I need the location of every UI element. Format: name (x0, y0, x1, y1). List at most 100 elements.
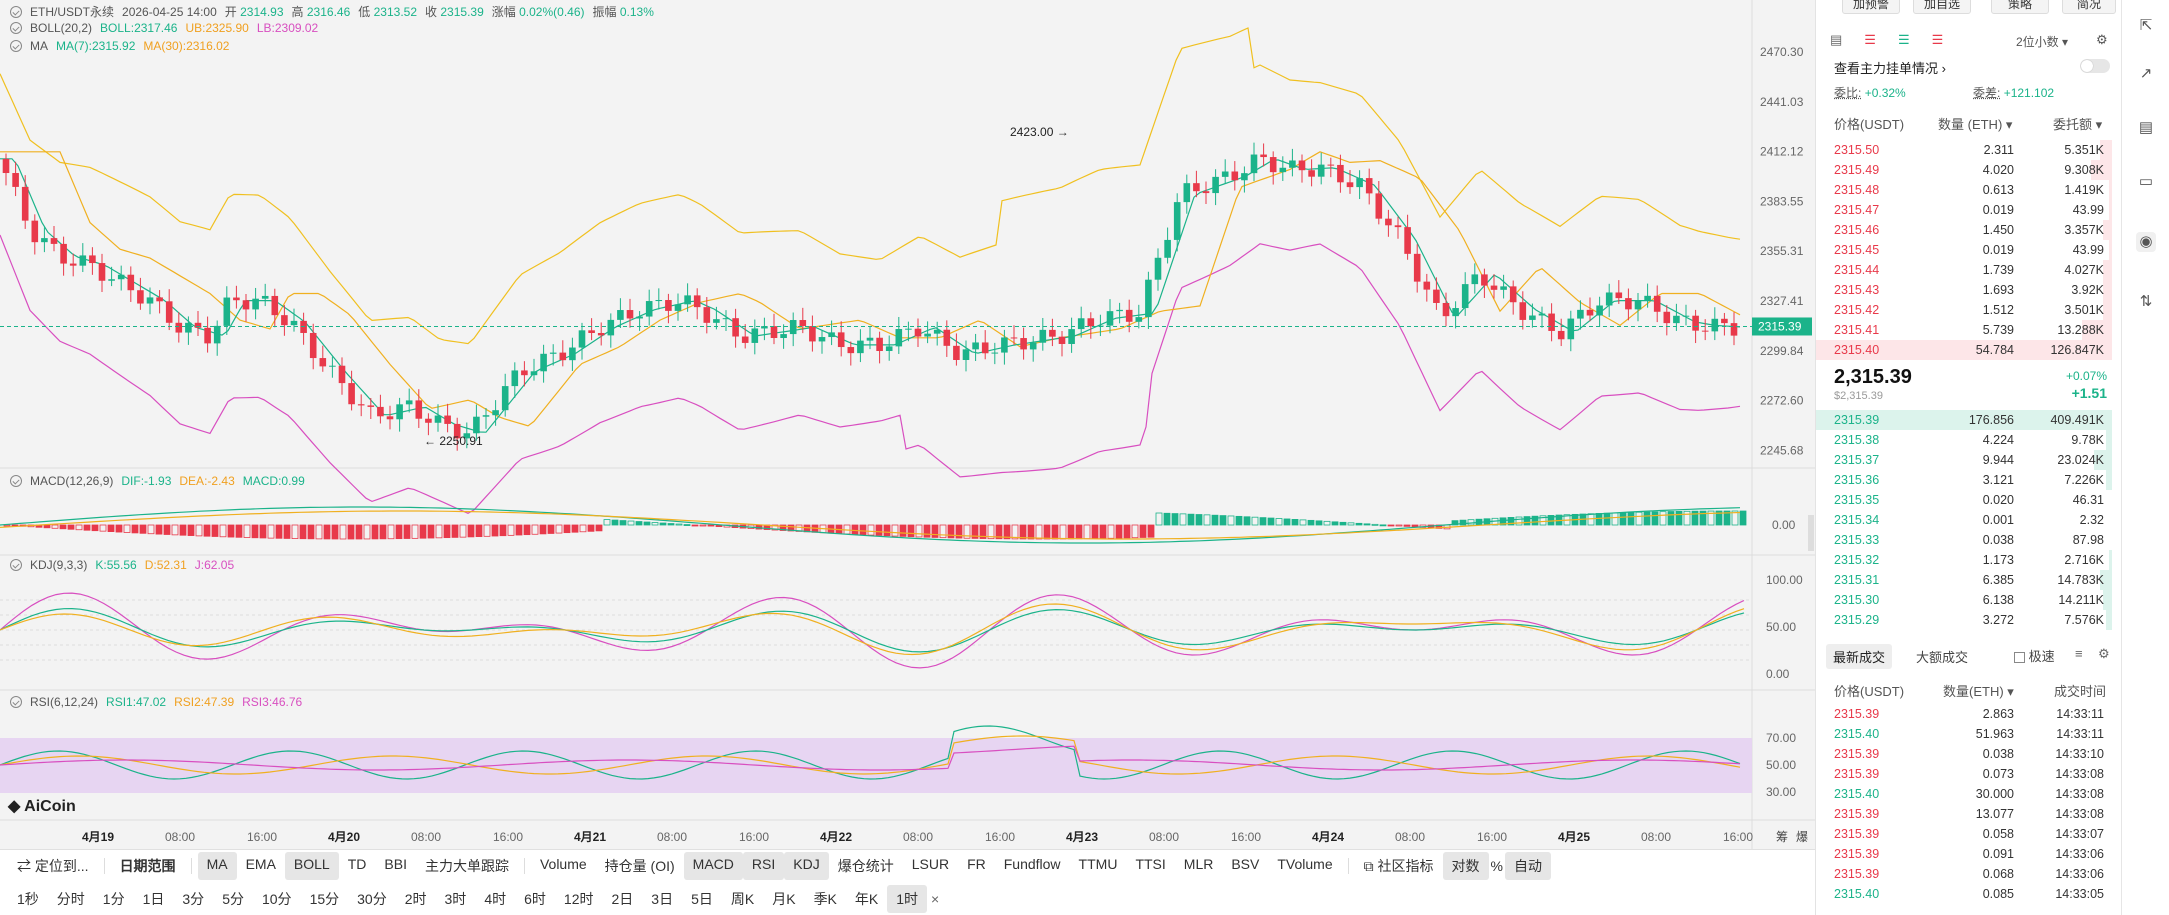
kline-chart-canvas[interactable]: 2470.30 2441.03 2412.12 2383.55 2355.31 2327.… (0, 0, 1815, 849)
kdj-legend[interactable]: KDJ(9,3,3) K:55.56 D:52.31 J:62.05 (10, 558, 234, 572)
close-interval-icon[interactable]: × (931, 890, 940, 907)
indicator-3[interactable]: TD (347, 856, 367, 872)
indicator-5[interactable]: 主力大单跟踪 (424, 858, 509, 874)
ask-row[interactable]: 2315.46 1.450 3.357K (1816, 220, 2112, 240)
ask-row[interactable]: 2315.42 1.512 3.501K (1816, 300, 2112, 320)
speed-checkbox[interactable]: 极速 (2014, 646, 2055, 665)
eye-icon[interactable] (10, 559, 22, 571)
interval-7[interactable]: 15分 (309, 890, 340, 907)
percent-scale-button[interactable]: % (1490, 858, 1503, 874)
sub-indicator-8[interactable]: Fundflow (1003, 856, 1061, 872)
interval-17[interactable]: 周K (730, 890, 755, 907)
book-both-icon[interactable]: ▤ (1830, 32, 1843, 47)
eye-icon[interactable] (10, 696, 22, 708)
bid-row[interactable]: 2315.34 0.001 2.32 (1816, 510, 2112, 530)
settings-icon[interactable]: ⚙ (2098, 646, 2110, 661)
ask-row[interactable]: 2315.49 4.020 9.308K (1816, 160, 2112, 180)
ask-row[interactable]: 2315.41 5.739 13.288K (1816, 320, 2112, 340)
auto-scale-button[interactable]: 自动 (1504, 852, 1551, 880)
interval-1[interactable]: 分时 (56, 890, 85, 907)
filter-icon[interactable]: ≡ (2075, 646, 2083, 661)
interval-20[interactable]: 年K (854, 890, 879, 907)
bid-row[interactable]: 2315.33 0.038 87.98 (1816, 530, 2112, 550)
ask-row[interactable]: 2315.48 0.613 1.419K (1816, 180, 2112, 200)
locate-button[interactable]: ⇄ 定位到... (17, 858, 89, 874)
indicator-0[interactable]: MA (197, 852, 237, 880)
ask-row[interactable]: 2315.45 0.019 43.99 (1816, 240, 2112, 260)
chart-icon[interactable]: ▤ (2138, 119, 2154, 136)
bid-row[interactable]: 2315.30 6.138 14.211K (1816, 590, 2112, 610)
interval-21[interactable]: 1时 (887, 884, 928, 913)
interval-14[interactable]: 2日 (611, 890, 634, 907)
indicator-4[interactable]: BBI (384, 856, 407, 872)
sub-indicator-9[interactable]: TTMU (1078, 856, 1118, 872)
ask-row[interactable]: 2315.43 1.693 3.92K (1816, 280, 2112, 300)
interval-0[interactable]: 1秒 (17, 890, 39, 907)
trade-col-qty[interactable]: 数量(ETH) ▾ (1943, 684, 2014, 699)
col-qty-header[interactable]: 数量 (ETH) ▾ (1938, 117, 2013, 132)
bid-row[interactable]: 2315.31 6.385 14.783K (1816, 570, 2112, 590)
sub-indicator-1[interactable]: 持仓量 (OI) (604, 858, 675, 874)
expand-icon[interactable]: ⇱ (2139, 17, 2153, 34)
bid-row[interactable]: 2315.37 9.944 23.024K (1816, 450, 2112, 470)
ma-legend[interactable]: MA MA(7):2315.92 MA(30):2316.02 (10, 39, 229, 53)
interval-4[interactable]: 3分 (182, 890, 205, 907)
bid-row[interactable]: 2315.39 176.856 409.491K (1816, 410, 2112, 430)
book-bids-icon[interactable]: ☰ (1897, 32, 1910, 47)
interval-3[interactable]: 1日 (142, 890, 165, 907)
overview-button[interactable]: 简况 (2062, 0, 2116, 14)
interval-13[interactable]: 12时 (563, 890, 594, 907)
interval-8[interactable]: 30分 (357, 890, 387, 907)
bid-row[interactable]: 2315.38 4.224 9.78K (1816, 430, 2112, 450)
interval-2[interactable]: 1分 (102, 890, 125, 907)
sub-indicator-4[interactable]: KDJ (784, 852, 829, 880)
robot-icon[interactable]: ◉ (2136, 232, 2156, 252)
interval-5[interactable]: 5分 (222, 890, 244, 907)
sub-indicator-5[interactable]: 爆仓统计 (837, 858, 894, 874)
interval-19[interactable]: 季K (813, 890, 837, 907)
ask-row[interactable]: 2315.50 2.311 5.351K (1816, 140, 2112, 160)
main-orders-link[interactable]: 查看主力挂单情况 › (1834, 61, 1946, 76)
eye-icon[interactable] (10, 5, 22, 18)
sub-indicator-0[interactable]: Volume (539, 856, 587, 872)
ask-row[interactable]: 2315.40 54.784 126.847K (1816, 340, 2112, 360)
eye-icon[interactable] (10, 40, 22, 52)
trend-icon[interactable]: ↗ (2139, 65, 2153, 82)
decimal-select[interactable]: 2位小数 ▾ (2016, 35, 2069, 49)
indicator-2[interactable]: BOLL (284, 852, 339, 880)
sub-indicator-3[interactable]: RSI (742, 852, 785, 880)
kline-chart-area[interactable]: 2470.30 2441.03 2412.12 2383.55 2355.31 2327.… (0, 0, 1815, 849)
sub-indicator-10[interactable]: TTSI (1135, 856, 1166, 872)
interval-15[interactable]: 3日 (651, 890, 674, 907)
book-compact-icon[interactable]: ☰ (1864, 32, 1876, 47)
sub-indicator-12[interactable]: BSV (1231, 856, 1260, 872)
add-alert-button[interactable]: 加预警 (1842, 0, 1900, 14)
date-range-button[interactable]: 日期范围 (119, 858, 176, 874)
eye-icon[interactable] (10, 22, 22, 34)
community-indicator-button[interactable]: ⧉ 社区指标 (1363, 858, 1434, 874)
sub-indicator-7[interactable]: FR (967, 856, 986, 872)
boll-legend[interactable]: BOLL(20,2) BOLL:2317.46 UB:2325.90 LB:23… (10, 21, 318, 35)
col-total-header[interactable]: 委托额 ▾ (2053, 117, 2103, 132)
exchange-icon[interactable]: ⇅ (2139, 293, 2153, 310)
indicator-1[interactable]: EMA (245, 856, 276, 872)
interval-12[interactable]: 6时 (524, 890, 546, 907)
sub-indicator-11[interactable]: MLR (1183, 856, 1214, 872)
interval-18[interactable]: 月K (772, 890, 796, 907)
interval-6[interactable]: 10分 (261, 890, 292, 907)
add-favorite-button[interactable]: 加自选 (1913, 0, 1971, 14)
interval-11[interactable]: 4时 (484, 890, 507, 907)
sub-indicator-13[interactable]: TVolume (1277, 856, 1333, 872)
eye-icon[interactable] (10, 475, 22, 487)
sub-indicator-6[interactable]: LSUR (911, 856, 950, 872)
sub-indicator-2[interactable]: MACD (683, 852, 743, 880)
card-icon[interactable]: ▭ (2138, 173, 2154, 190)
ask-row[interactable]: 2315.44 1.739 4.027K (1816, 260, 2112, 280)
interval-10[interactable]: 3时 (444, 890, 467, 907)
settings-gear-icon[interactable]: ⚙ (2096, 32, 2108, 47)
interval-16[interactable]: 5日 (691, 890, 713, 907)
strategy-button[interactable]: 策略 (1991, 0, 2049, 14)
bid-row[interactable]: 2315.36 3.121 7.226K (1816, 470, 2112, 490)
bid-row[interactable]: 2315.32 1.173 2.716K (1816, 550, 2112, 570)
bid-row[interactable]: 2315.35 0.020 46.31 (1816, 490, 2112, 510)
